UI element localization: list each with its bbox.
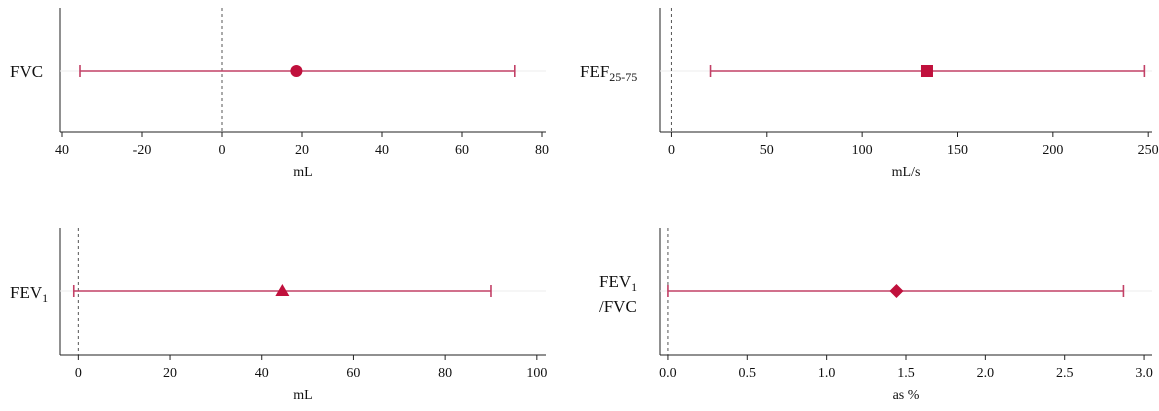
x-tick-label: 80 [438,366,452,381]
x-tick-label: 40 [55,143,69,158]
x-tick-label: -20 [133,143,152,158]
x-tick-label: 1.0 [818,366,836,381]
x-tick-label: 0 [75,366,82,381]
x-tick-label: 80 [535,143,549,158]
row-label-line2: /FVC [599,297,637,316]
row-label: FVC [10,62,43,81]
panel-4: 0.0 0.5 1.0 1.5 2.0 2.5 3.0 as % FEV1/FVC [599,228,1153,403]
x-tick-label: 40 [375,143,389,158]
row-label: FEV1 [10,283,48,305]
x-tick-label: 2.5 [1056,366,1074,381]
x-tick-label: 250 [1138,143,1159,158]
x-axis-title: mL [293,165,312,180]
estimate-marker [920,65,933,77]
x-tick-label: 0.0 [659,366,677,381]
x-tick-label: 0.5 [739,366,757,381]
estimate-marker [290,65,303,77]
panel-3: 0 20 40 60 80 100 mL FEV1 [10,228,547,403]
x-tick-label: 200 [1042,143,1063,158]
x-tick-label: 40 [255,366,269,381]
x-tick-label: 3.0 [1135,366,1153,381]
x-tick-label: 0 [219,143,226,158]
x-tick-label: 0 [668,143,675,158]
x-tick-label: 1.5 [897,366,915,381]
x-tick-label: 50 [760,143,774,158]
row-label: FEF25-75 [580,62,637,84]
x-axis-title: as % [893,388,920,403]
x-tick-label: 20 [163,366,177,381]
estimate-marker [275,284,290,296]
x-tick-label: 100 [852,143,873,158]
panel-1: 40 -20 0 20 40 60 80 mL FVC [10,8,549,180]
estimate-marker [889,284,904,298]
x-tick-label: 60 [346,366,360,381]
x-tick-label: 100 [526,366,547,381]
x-tick-label: 2.0 [977,366,995,381]
x-tick-label: 150 [947,143,968,158]
x-axis-title: mL [293,388,312,403]
x-axis-title: mL/s [892,165,921,180]
row-label: FEV1 [599,272,637,294]
panel-2: 0 50 100 150 200 250 mL/s FEF25-75 [580,8,1159,180]
x-tick-label: 20 [295,143,309,158]
x-tick-label: 60 [455,143,469,158]
